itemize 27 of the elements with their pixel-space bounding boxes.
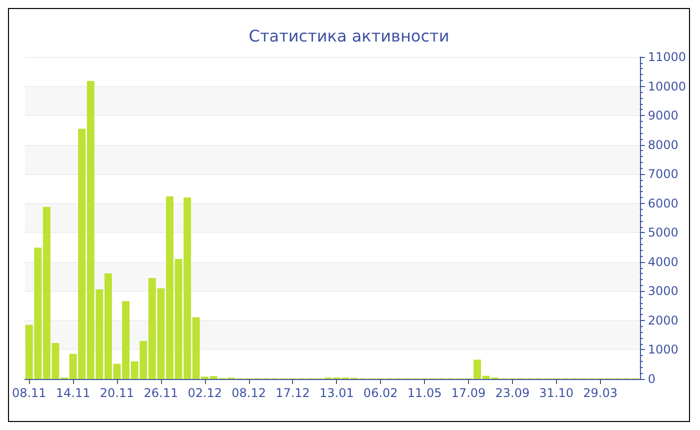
x-tick-label: 11.05 <box>407 386 442 400</box>
x-tick-label: 02.12 <box>188 386 222 400</box>
x-tick-label: 13.01 <box>319 386 354 400</box>
y-tick-label: 10000 <box>648 79 686 94</box>
y-tick-label: 4000 <box>648 254 678 269</box>
y-tick-label: 5000 <box>648 226 678 240</box>
y-tick-label: 7000 <box>648 167 678 182</box>
y-tick-label: 11000 <box>648 50 686 64</box>
x-tick-label: 29.03 <box>583 386 618 400</box>
x-tick-label: 17.09 <box>451 386 486 400</box>
y-tick-label: 8000 <box>648 138 678 152</box>
y-tick-label: 2000 <box>648 313 678 328</box>
x-tick-label: 08.11 <box>12 386 46 400</box>
y-tick-label: 6000 <box>648 196 678 210</box>
y-tick-label: 3000 <box>648 284 678 298</box>
x-tick-label: 17.12 <box>276 386 310 400</box>
y-tick-label: 9000 <box>648 108 678 123</box>
y-tick-label: 0 <box>648 372 656 386</box>
chart-title: Статистика активности <box>248 26 450 46</box>
y-tick-label: 1000 <box>648 342 678 357</box>
x-tick-label: 26.11 <box>144 386 178 400</box>
x-tick-label: 06.02 <box>363 386 398 400</box>
x-tick-label: 20.11 <box>100 386 134 400</box>
x-tick-label: 23.09 <box>495 386 530 400</box>
x-tick-label: 08.12 <box>232 386 266 400</box>
x-tick-label: 14.11 <box>56 386 90 400</box>
x-tick-label: 31.10 <box>539 386 574 400</box>
